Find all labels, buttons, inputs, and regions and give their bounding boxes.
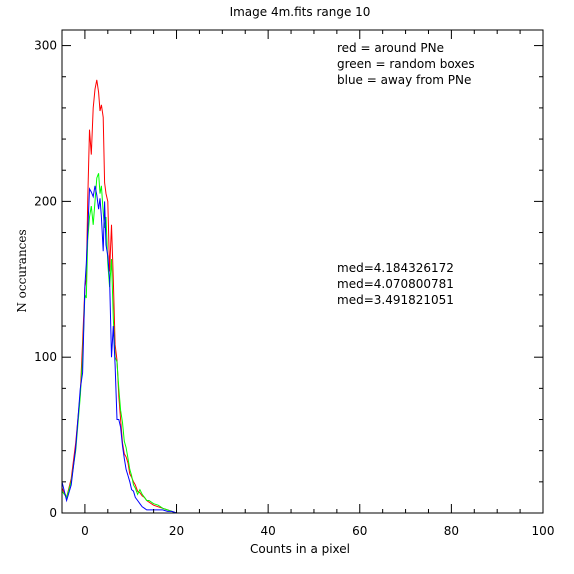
x-tick-label: 80 [444,524,459,538]
median-annotation-green: med=4.070800781 [337,277,454,291]
x-axis-label: Counts in a pixel [250,542,350,556]
series-line-1 [61,173,177,514]
median-annotations: med=4.184326172 med=4.070800781 med=3.49… [337,261,454,307]
legend-entry-red: red = around PNe [337,41,444,55]
median-annotation-red: med=4.184326172 [337,261,454,275]
x-tick-label: 20 [169,524,184,538]
axes [61,29,544,514]
series-layer [61,79,177,514]
series-line-0 [61,79,177,514]
median-annotation-blue: med=3.491821051 [337,293,454,307]
x-tick-label: 100 [532,524,555,538]
y-tick-label: 100 [34,350,57,364]
plot-frame [61,29,544,514]
x-tick-label: 40 [261,524,276,538]
y-tick-label: 0 [49,506,57,520]
tick-labels: 0 20 40 60 80 100 0 100 200 300 [34,39,554,538]
y-axis-label: N occurances [15,229,29,312]
legend-entry-blue: blue = away from PNe [337,73,471,87]
series-line-2 [61,185,177,514]
tick-marks [61,30,544,514]
chart-title: Image 4m.fits range 10 [230,5,371,19]
y-tick-label: 300 [34,39,57,53]
x-tick-label: 0 [81,524,89,538]
legend: red = around PNe green = random boxes bl… [337,41,475,87]
y-tick-label: 200 [34,194,57,208]
legend-entry-green: green = random boxes [337,57,475,71]
x-tick-label: 60 [352,524,367,538]
